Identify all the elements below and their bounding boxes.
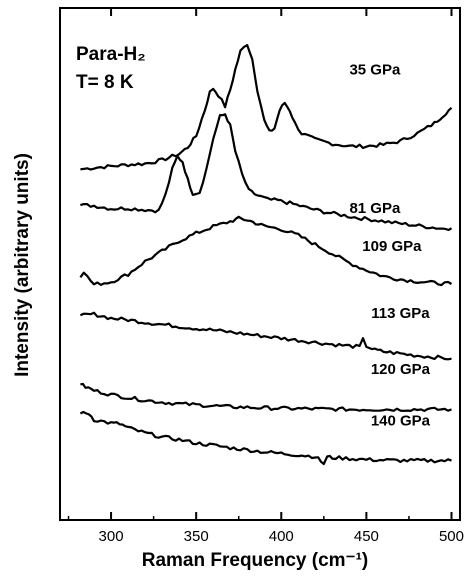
x-tick-label: 400 <box>269 528 294 545</box>
series-label: 120 GPa <box>371 361 431 378</box>
series-label: 35 GPa <box>349 62 401 79</box>
series-label: 81 GPa <box>349 200 401 217</box>
series-label: 113 GPa <box>371 305 430 322</box>
plot-frame <box>59 7 461 521</box>
series-label: 109 GPa <box>362 238 422 255</box>
x-tick-label: 500 <box>439 528 464 545</box>
spectrum-line <box>79 215 453 287</box>
x-axis-title: Raman Frequency (cm⁻¹) <box>142 550 368 571</box>
spectra-traces <box>79 44 453 466</box>
annotation-sample: Para-H₂ <box>76 44 146 65</box>
x-tick-label: 450 <box>354 528 379 545</box>
spectrum-line <box>80 113 453 232</box>
series-labels: 35 GPa 81 GPa 109 GPa 113 GPa 120 GPa 140 GPa <box>349 62 430 430</box>
series-label: 140 GPa <box>371 412 431 429</box>
spectrum-line <box>79 311 452 361</box>
y-axis-title: Intensity (arbitrary units) <box>12 153 33 377</box>
x-axis-ticks: 300 350 400 450 500 <box>67 8 464 545</box>
x-tick-label: 350 <box>184 528 209 545</box>
x-tick-label: 300 <box>99 528 124 545</box>
annotation-temperature: T= 8 K <box>76 72 134 93</box>
spectrum-line <box>79 410 452 466</box>
spectrum-line <box>80 44 453 171</box>
spectrum-line <box>80 382 452 412</box>
